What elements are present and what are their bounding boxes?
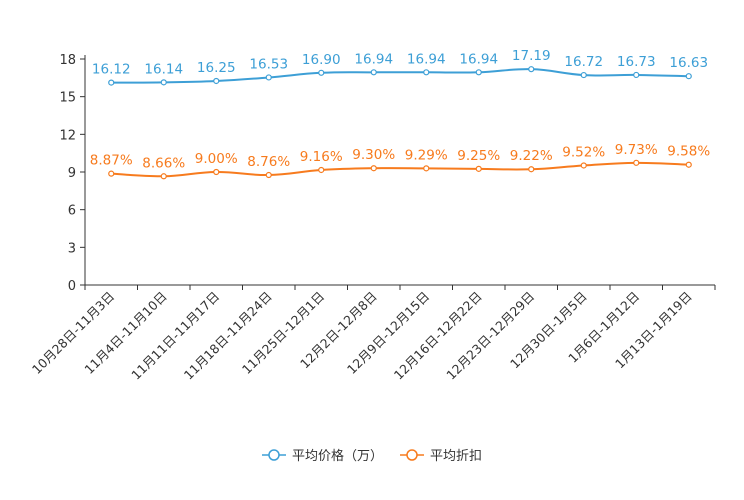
data-label: 9.30% (352, 147, 395, 163)
data-label: 16.25 (197, 60, 236, 76)
data-point (160, 79, 167, 86)
y-tick-label: 0 (68, 279, 76, 294)
data-point (370, 165, 377, 172)
data-point (475, 165, 482, 172)
legend-marker-icon (406, 449, 418, 461)
data-point (318, 69, 325, 76)
data-point (160, 173, 167, 180)
x-tick-label: 12月16日-12月22日 (391, 289, 485, 383)
data-label: 9.16% (300, 149, 343, 165)
data-label: 16.90 (302, 52, 341, 68)
data-point (633, 71, 640, 79)
legend-marker-icon (268, 449, 280, 461)
data-point (265, 74, 272, 81)
data-point (475, 69, 482, 76)
y-tick-label: 9 (68, 166, 76, 181)
data-label: 16.63 (669, 55, 708, 71)
y-tick-label: 15 (59, 91, 76, 106)
y-tick-label: 18 (59, 53, 76, 68)
data-label: 16.14 (144, 61, 183, 77)
data-label: 16.94 (459, 51, 498, 67)
data-label: 17.19 (512, 48, 551, 64)
data-label: 8.76% (247, 154, 290, 170)
legend-label: 平均价格（万） (292, 448, 383, 464)
data-label: 9.73% (615, 142, 658, 158)
data-label: 16.94 (354, 51, 393, 67)
legend-label: 平均折扣 (430, 449, 482, 464)
data-point (633, 159, 640, 166)
data-point (108, 170, 115, 177)
data-label: 9.22% (510, 148, 553, 164)
data-point (213, 77, 220, 85)
data-label: 16.53 (249, 56, 288, 72)
data-point (685, 161, 692, 168)
data-label: 8.87% (90, 153, 133, 169)
data-label: 9.29% (405, 147, 448, 163)
data-point (370, 69, 377, 76)
series-line-0 (111, 68, 689, 84)
data-label: 8.66% (142, 155, 185, 171)
data-point (580, 162, 587, 169)
data-label: 16.94 (407, 51, 446, 67)
data-label: 9.25% (457, 148, 500, 164)
data-point (423, 69, 430, 76)
data-point (685, 73, 692, 80)
y-tick-label: 3 (68, 241, 76, 256)
data-point (108, 79, 115, 86)
data-point (528, 166, 535, 173)
data-label: 16.73 (617, 54, 656, 70)
data-point (265, 171, 272, 179)
data-point (423, 165, 430, 172)
series-line-1 (111, 161, 689, 178)
data-label: 9.58% (667, 144, 710, 160)
data-point (528, 66, 535, 73)
data-point (580, 71, 587, 79)
data-point (318, 166, 325, 174)
x-tick-label: 11月18日-11月24日 (181, 289, 275, 383)
data-point (213, 168, 220, 176)
y-tick-label: 6 (68, 204, 76, 219)
data-label: 16.12 (92, 62, 131, 78)
data-label: 9.52% (562, 144, 605, 160)
y-tick-label: 12 (59, 128, 76, 143)
data-label: 9.00% (195, 151, 238, 167)
x-tick-label: 11月11日-11月17日 (128, 289, 222, 383)
x-tick-label: 12月23日-12月29日 (443, 289, 537, 383)
data-label: 16.72 (564, 54, 603, 70)
